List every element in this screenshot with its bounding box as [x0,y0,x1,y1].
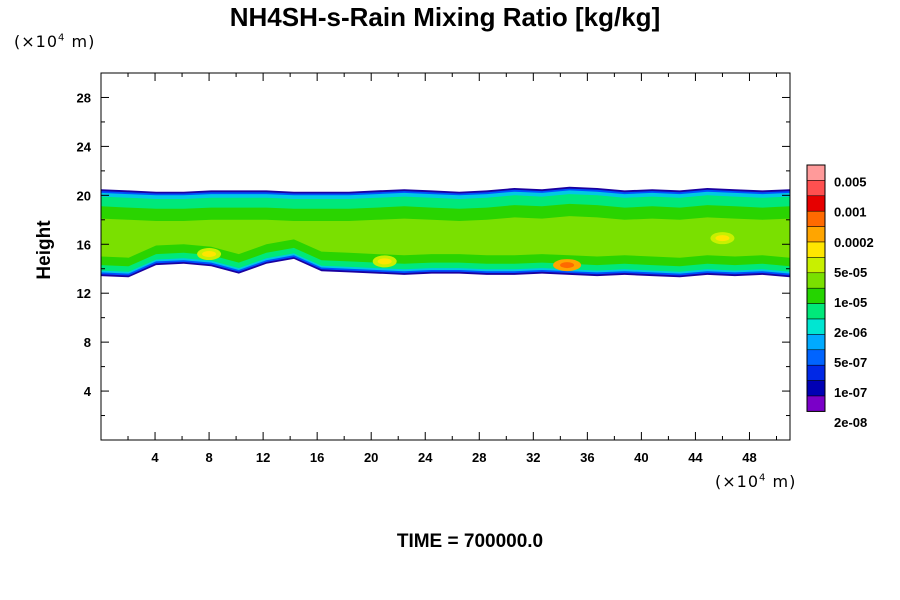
x-tick-label: 24 [418,450,433,465]
x-tick-label: 44 [688,450,703,465]
x-tick-label: 8 [205,450,212,465]
y-unit-base: (×10 [14,32,59,51]
colorbar-swatch [806,380,826,397]
y-unit-tail: m) [65,32,96,51]
x-tick-label: 20 [364,450,378,465]
colorbar-swatch [806,334,826,351]
colorbar-swatch [806,210,826,227]
time-label: TIME = 700000.0 [396,531,544,552]
y-tick-label: 28 [77,90,91,105]
x-tick-label: 16 [310,450,324,465]
colorbar-label: 2e-06 [834,325,867,340]
colorbar-swatch [806,195,826,212]
x-axis-unit: (×104 m) [715,472,796,491]
colorbar-swatch [806,241,826,258]
x-tick-label: 4 [151,450,159,465]
colorbar-label: 0.005 [834,175,867,190]
colorbar-label: 1e-07 [834,385,867,400]
colorbar-swatch [806,287,826,304]
x-tick-label: 12 [256,450,270,465]
y-tick-label: 24 [77,139,92,154]
colorbar-label: 0.0002 [834,235,874,250]
x-tick-label: 32 [526,450,540,465]
y-tick-label: 20 [77,188,91,203]
colorbar-label: 5e-07 [834,355,867,370]
x-unit-base: (×10 [715,472,760,491]
colorbar-swatch [806,318,826,335]
x-tick-label: 40 [634,450,648,465]
field-hotspot-core [202,251,217,258]
colorbar-swatch [806,395,826,412]
colorbar-swatch [806,349,826,366]
colorbar-swatch [806,364,826,381]
colorbar-swatch [806,226,826,243]
field-hotspot-core [560,262,575,269]
colorbar-swatch [806,303,826,320]
colorbar-swatch [806,257,826,274]
colorbar-swatch [806,272,826,289]
y-unit-exponent: 4 [58,32,66,44]
x-unit-exponent: 4 [759,472,767,484]
y-tick-label: 12 [77,286,91,301]
x-unit-tail: m) [766,472,797,491]
y-tick-label: 8 [84,335,91,350]
colorbar-label: 1e-05 [834,295,867,310]
x-tick-label: 28 [472,450,486,465]
x-tick-label: 48 [742,450,756,465]
y-tick-label: 4 [84,384,92,399]
colorbar-label: 0.001 [834,205,867,220]
colorbar-frame [806,164,826,412]
y-axis-unit: (×104 m) [14,32,95,51]
colorbar-label: 5e-05 [834,265,867,280]
x-tick-label: 36 [580,450,594,465]
colorbar-swatch [806,180,826,197]
y-tick-label: 16 [77,237,91,252]
chart-title: NH4SH-s-Rain Mixing Ratio [kg/kg] [229,2,661,32]
field-layer-5e-05-core [101,216,790,258]
colorbar-label: 2e-08 [834,415,867,430]
colorbar-swatch [806,164,826,181]
plot-frame [100,72,791,441]
field-hotspot-core [715,235,730,242]
field-hotspot-core [377,258,392,265]
